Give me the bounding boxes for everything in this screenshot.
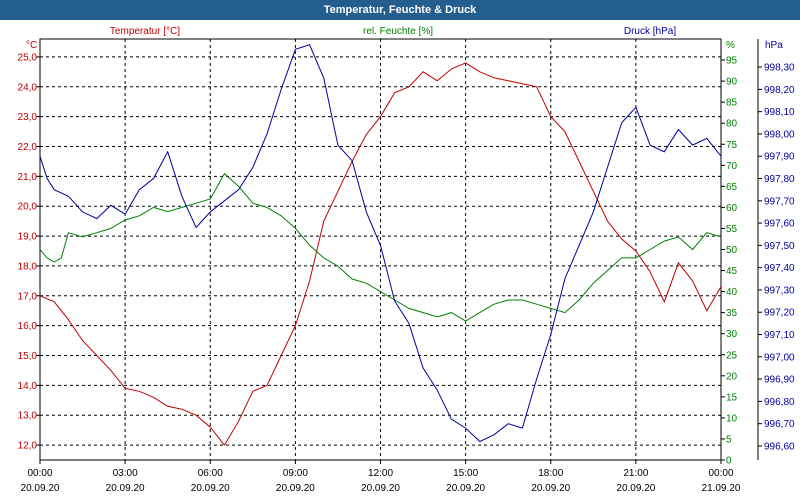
humidity-tick-label: 20 <box>726 371 738 382</box>
x-tick-time: 21:00 <box>623 468 648 479</box>
humidity-axis-title: rel. Feuchte [%] <box>363 26 433 37</box>
temperature-tick-label: 12,0 <box>18 441 38 452</box>
x-tick-date: 21.09.20 <box>702 483 741 494</box>
x-tick-date: 20.09.20 <box>616 483 655 494</box>
x-tick-time: 06:00 <box>198 468 223 479</box>
temperature-tick-label: 13,0 <box>18 411 38 422</box>
pressure-tick-label: 997,10 <box>764 330 795 341</box>
pressure-tick-label: 997,60 <box>764 219 795 230</box>
humidity-tick-label: 85 <box>726 98 738 109</box>
pressure-tick-label: 997,30 <box>764 285 795 296</box>
temperature-tick-label: 17,0 <box>18 291 38 302</box>
humidity-tick-label: 30 <box>726 329 738 340</box>
x-tick-time: 03:00 <box>113 468 138 479</box>
pressure-tick-label: 998,30 <box>764 63 795 74</box>
humidity-tick-label: 80 <box>726 119 738 130</box>
series-line-humidity <box>39 172 722 322</box>
x-tick-time: 15:00 <box>453 468 478 479</box>
temperature-tick-label: 14,0 <box>18 381 38 392</box>
temperature-tick-label: 16,0 <box>18 321 38 332</box>
x-tick-time: 00:00 <box>27 468 52 479</box>
humidity-tick-label: 40 <box>726 287 738 298</box>
humidity-tick-label: 70 <box>726 161 738 172</box>
x-tick-time: 09:00 <box>283 468 308 479</box>
x-tick-date: 20.09.20 <box>276 483 315 494</box>
series-lines <box>39 44 722 446</box>
temperature-axis-title: Temperatur [°C] <box>110 26 180 37</box>
humidity-tick-label: 25 <box>726 350 738 361</box>
pressure-tick-label: 997,20 <box>764 308 795 319</box>
temperature-tick-label: 19,0 <box>18 232 38 243</box>
pressure-tick-label: 997,80 <box>764 174 795 185</box>
humidity-tick-label: 45 <box>726 266 738 277</box>
pressure-tick-label: 996,80 <box>764 397 795 408</box>
x-tick-date: 20.09.20 <box>191 483 230 494</box>
pressure-tick-label: 998,20 <box>764 85 795 96</box>
grid <box>39 38 722 461</box>
humidity-unit: % <box>726 40 735 51</box>
x-tick-date: 20.09.20 <box>21 483 60 494</box>
window-title: Temperatur, Feuchte & Druck <box>0 0 800 20</box>
humidity-tick-label: 60 <box>726 203 738 214</box>
pressure-axis-title: Druck [hPa] <box>624 26 676 37</box>
temperature-tick-label: 23,0 <box>18 112 38 123</box>
temperature-tick-label: 20,0 <box>18 202 38 213</box>
humidity-tick-label: 35 <box>726 308 738 319</box>
pressure-tick-label: 998,10 <box>764 107 795 118</box>
temperature-tick-label: 25,0 <box>18 52 38 63</box>
temperature-tick-label: 18,0 <box>18 261 38 272</box>
temperature-tick-label: 15,0 <box>18 351 38 362</box>
pressure-tick-label: 996,60 <box>764 441 795 452</box>
humidity-tick-label: 10 <box>726 413 738 424</box>
pressure-tick-label: 998,00 <box>764 129 795 140</box>
pressure-tick-label: 997,40 <box>764 263 795 274</box>
pressure-unit: hPa <box>765 40 783 51</box>
humidity-tick-label: 55 <box>726 224 738 235</box>
temperature-tick-label: 24,0 <box>18 82 38 93</box>
humidity-tick-label: 65 <box>726 182 738 193</box>
x-tick-date: 20.09.20 <box>446 483 485 494</box>
temperature-tick-label: 22,0 <box>18 142 38 153</box>
humidity-tick-label: 0 <box>726 456 732 467</box>
temperature-unit: °C <box>26 40 37 51</box>
axes: Temperatur [°C] rel. Feuchte [%] Druck [hP… <box>18 26 795 494</box>
humidity-tick-label: 15 <box>726 392 738 403</box>
x-tick-date: 20.09.20 <box>531 483 570 494</box>
humidity-tick-label: 50 <box>726 245 738 256</box>
humidity-tick-label: 95 <box>726 56 738 67</box>
x-tick-date: 20.09.20 <box>361 483 400 494</box>
x-tick-time: 18:00 <box>538 468 563 479</box>
pressure-tick-label: 997,00 <box>764 352 795 363</box>
series-line-temperature <box>39 62 722 446</box>
temperature-tick-label: 21,0 <box>18 172 38 183</box>
x-tick-date: 20.09.20 <box>106 483 145 494</box>
humidity-tick-label: 90 <box>726 77 738 88</box>
pressure-tick-label: 997,50 <box>764 241 795 252</box>
pressure-tick-label: 997,70 <box>764 196 795 207</box>
x-tick-time: 00:00 <box>708 468 733 479</box>
pressure-tick-label: 996,70 <box>764 419 795 430</box>
humidity-tick-label: 75 <box>726 140 738 151</box>
x-tick-time: 12:00 <box>368 468 393 479</box>
series-line-pressure <box>39 44 722 443</box>
pressure-tick-label: 996,90 <box>764 375 795 386</box>
pressure-tick-label: 997,90 <box>764 152 795 163</box>
humidity-tick-label: 5 <box>726 434 732 445</box>
